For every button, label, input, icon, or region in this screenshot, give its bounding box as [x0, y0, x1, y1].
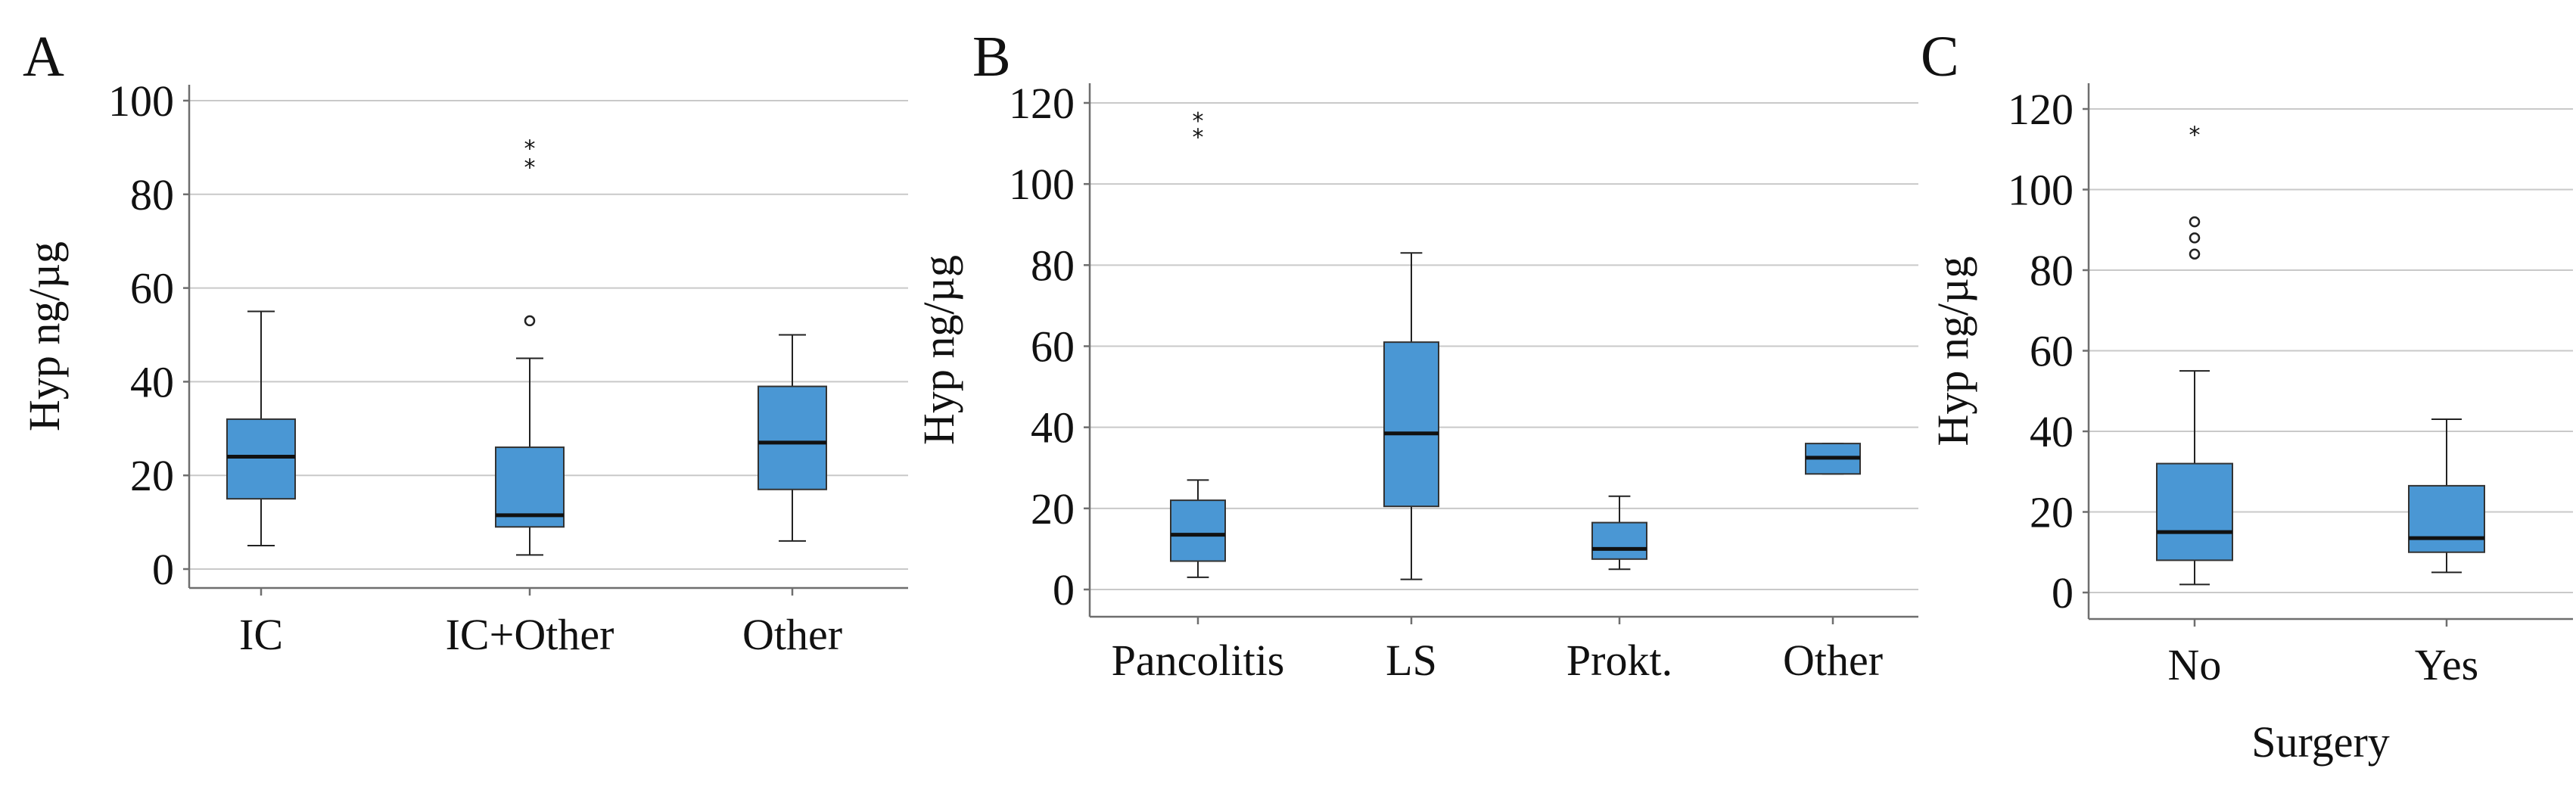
panel-c: C: [1921, 25, 1959, 89]
y-tick-label: 80: [1031, 241, 1075, 290]
x-tick-label: IC+Other: [446, 610, 614, 659]
y-tick-label: 100: [2008, 166, 2074, 215]
y-tick-label: 100: [108, 76, 174, 126]
iqr-box: [226, 418, 296, 500]
y-tick-label: 120: [1009, 79, 1075, 128]
y-tick-label: 0: [2052, 568, 2074, 617]
iqr-box: [1170, 499, 1226, 562]
iqr-box: [2408, 484, 2485, 553]
iqr-box: [2156, 462, 2233, 561]
box-other: [1805, 443, 1861, 475]
y-tick-label: 60: [2030, 327, 2074, 376]
y-tick-label: 20: [1031, 484, 1075, 533]
y-tick-label: 20: [2030, 488, 2074, 537]
y-tick-label: 0: [152, 545, 174, 594]
y-axis-label: Hyp ng/µg: [914, 255, 963, 445]
y-tick-label: 40: [130, 357, 174, 406]
panel-a-letter: A: [23, 25, 64, 89]
y-tick-label: 120: [2008, 85, 2074, 134]
x-tick-label: Pancolitis: [1112, 636, 1285, 685]
x-tick-label: Prokt.: [1566, 636, 1672, 685]
y-tick-label: 60: [1031, 322, 1075, 372]
panel-c-letter: C: [1921, 25, 1959, 89]
outlier-point: [2189, 216, 2201, 228]
box-pancolitis: **: [1170, 108, 1226, 578]
y-tick-label: 0: [1053, 565, 1075, 614]
panel-a: A: [23, 25, 64, 89]
panel-b: B: [972, 25, 1011, 89]
chart-a: 0 20 40 60 80 100 Hyp ng/µg IC IC+Other Other **: [20, 76, 908, 659]
y-tick-label: 80: [130, 170, 174, 219]
x-tick-label: No: [2168, 640, 2222, 689]
chart-b: 0 20 40 60 80 100 120 Hyp ng/µg Pancolitis LS Prok…: [914, 79, 1918, 685]
extreme-point: *: [1193, 125, 1204, 151]
box-no: *: [2156, 123, 2233, 586]
box-yes: [2408, 418, 2485, 574]
extreme-point: *: [1193, 108, 1204, 135]
outlier-point: [2189, 248, 2201, 260]
y-tick-label: 80: [2030, 246, 2074, 295]
iqr-box: [1591, 521, 1647, 560]
y-axis-label: Hyp ng/µg: [1928, 257, 1977, 446]
y-tick-label: 100: [1009, 160, 1075, 209]
extreme-point: *: [524, 136, 536, 163]
y-tick-label: 40: [2030, 407, 2074, 456]
box-ls: [1383, 252, 1439, 580]
iqr-box: [1383, 341, 1439, 508]
y-tick-label: 40: [1031, 403, 1075, 453]
outlier-point: [524, 315, 536, 327]
y-tick-label: 60: [130, 264, 174, 313]
chart-c: 0 20 40 60 80 100 120 Hyp ng/µg No Yes Surgery *: [1928, 83, 2573, 767]
y-axis-label: Hyp ng/µg: [20, 241, 69, 431]
x-tick-label: LS: [1386, 636, 1437, 685]
box-ic-other: **: [495, 136, 565, 556]
box-other: [758, 334, 827, 542]
box-prokt-: [1591, 495, 1647, 571]
box-ic: [226, 310, 296, 547]
extreme-point: *: [2189, 123, 2201, 149]
x-tick-label: IC: [239, 610, 283, 659]
x-tick-label: Other: [742, 610, 842, 659]
outlier-point: [2189, 232, 2201, 244]
iqr-box: [758, 385, 827, 490]
y-tick-label: 20: [130, 451, 174, 500]
panel-b-letter: B: [972, 25, 1011, 89]
extreme-point: *: [524, 154, 536, 181]
x-tick-label: Other: [1783, 636, 1883, 685]
x-axis-label: Surgery: [2251, 717, 2390, 767]
x-tick-label: Yes: [2415, 640, 2478, 689]
